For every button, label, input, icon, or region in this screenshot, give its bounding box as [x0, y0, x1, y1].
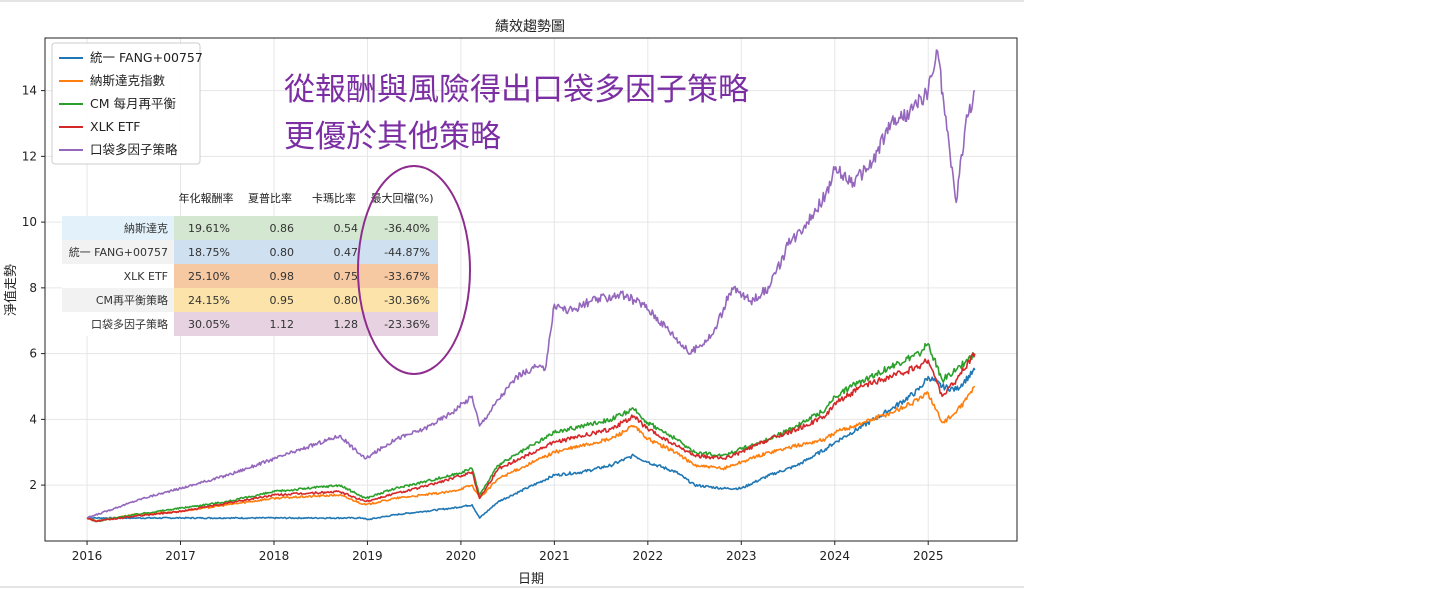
series-line [86, 385, 976, 523]
y-axis-label: 淨值走勢 [3, 264, 19, 316]
table-cell: 1.12 [270, 318, 295, 331]
annotation: 從報酬與風險得出口袋多因子策略 更優於其他策略 [284, 72, 749, 155]
table-cell: 0.75 [334, 270, 359, 283]
x-tick-label: 2019 [352, 549, 383, 563]
y-tick-label: 6 [29, 347, 37, 361]
table-cell: -23.36% [384, 318, 430, 331]
table-row-label: 統一 FANG+00757 [69, 245, 168, 259]
y-tick-label: 14 [22, 84, 37, 98]
table-header: 最大回檔(%) [370, 191, 433, 205]
table-row-label-bg [62, 312, 174, 336]
table-cell: 0.98 [270, 270, 295, 283]
table-row-label-bg [62, 264, 174, 288]
table-row-bg [174, 288, 438, 312]
table-cell: -36.40% [384, 222, 430, 235]
x-tick-label: 2025 [913, 549, 944, 563]
table-row-bg [174, 264, 438, 288]
y-tick-label: 12 [22, 149, 37, 163]
table-row-label: XLK ETF [124, 270, 168, 283]
table-cell: -33.67% [384, 270, 430, 283]
legend-label: 統一 FANG+00757 [90, 50, 203, 65]
legend: 統一 FANG+00757 納斯達克指數 CM 每月再平衡 XLK ETF 口袋多因子策… [51, 42, 203, 165]
table-cell: 0.80 [270, 246, 295, 259]
highlight-ellipse [357, 165, 471, 375]
table-cell: 25.10% [188, 270, 230, 283]
table-row-label-bg [62, 216, 174, 240]
stats-table: 年化報酬率 夏普比率 卡瑪比率 最大回檔(%) 納斯達克 19.61% 0.86 0.54 -3… [62, 191, 438, 336]
legend-label: XLK ETF [90, 119, 140, 134]
x-tick-label: 2018 [259, 549, 290, 563]
x-axis-label: 日期 [518, 572, 544, 587]
chart-title: 績效趨勢圖 [495, 19, 565, 35]
table-header: 夏普比率 [248, 191, 292, 205]
legend-label: CM 每月再平衡 [90, 96, 176, 111]
table-header: 卡瑪比率 [312, 191, 356, 205]
table-cell: 1.28 [334, 318, 359, 331]
x-tick-label: 2021 [539, 549, 570, 563]
table-cell: -30.36% [384, 294, 430, 307]
y-tick-label: 2 [29, 478, 37, 492]
x-tick-label: 2024 [819, 549, 850, 563]
table-cell: 18.75% [188, 246, 230, 259]
annotation-line-1: 從報酬與風險得出口袋多因子策略 [284, 72, 749, 108]
table-header: 年化報酬率 [179, 191, 234, 205]
x-tick-label: 2020 [446, 549, 477, 563]
x-tick-label: 2022 [633, 549, 664, 563]
plot-frame [44, 37, 1018, 542]
table-cell: 0.47 [334, 246, 359, 259]
series-line [86, 49, 976, 519]
table-row-label: 納斯達克 [124, 222, 168, 235]
table-row-label: 口袋多因子策略 [91, 317, 168, 331]
table-row-label-bg [62, 288, 174, 312]
table-row-label-bg [62, 240, 174, 264]
series-lines [86, 49, 976, 523]
legend-label: 納斯達克指數 [90, 73, 166, 88]
x-axis-ticks: 2016 2017 2018 2019 2020 2021 2022 2023 2024 2025 [72, 541, 944, 563]
y-tick-label: 4 [29, 412, 37, 426]
table-row-bg [174, 312, 438, 336]
y-tick-label: 10 [22, 215, 37, 229]
table-cell: 0.95 [270, 294, 295, 307]
table-row-bg [174, 216, 438, 240]
table-cell: 0.86 [270, 222, 295, 235]
series-line [87, 367, 976, 521]
table-row-label: CM再平衡策略 [96, 293, 168, 307]
table-cell: 0.80 [334, 294, 359, 307]
series-line [86, 352, 976, 523]
table-cell: 19.61% [188, 222, 230, 235]
annotation-line-2: 更優於其他策略 [284, 119, 501, 155]
x-tick-label: 2016 [72, 549, 103, 563]
series-line [86, 342, 976, 523]
table-cell: 0.54 [334, 222, 359, 235]
x-tick-label: 2023 [726, 549, 757, 563]
table-row-bg [174, 240, 438, 264]
legend-box [51, 42, 201, 165]
legend-label: 口袋多因子策略 [90, 142, 178, 157]
y-axis-ticks: 2 4 6 8 10 12 14 [22, 84, 45, 492]
table-cell: -44.87% [384, 246, 430, 259]
table-cell: 24.15% [188, 294, 230, 307]
y-tick-label: 8 [29, 281, 37, 295]
x-tick-label: 2017 [165, 549, 196, 563]
table-cell: 30.05% [188, 318, 230, 331]
